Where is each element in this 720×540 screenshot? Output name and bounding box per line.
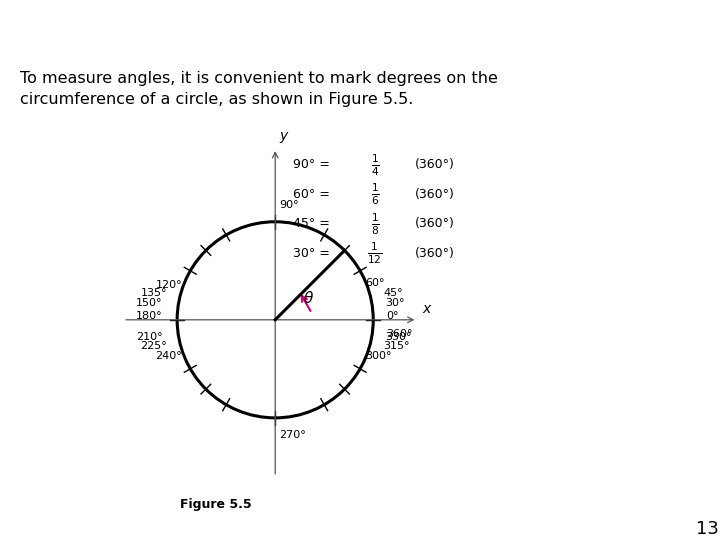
Text: 120°: 120° bbox=[156, 280, 182, 291]
Text: $\frac{1}{6}$: $\frac{1}{6}$ bbox=[371, 181, 379, 207]
Text: 240°: 240° bbox=[156, 351, 182, 361]
Text: 13: 13 bbox=[696, 520, 719, 538]
Text: $y$: $y$ bbox=[279, 130, 290, 145]
Text: 225°: 225° bbox=[140, 341, 167, 352]
Text: 30°: 30° bbox=[385, 298, 405, 308]
Text: (360°): (360°) bbox=[415, 247, 454, 260]
Text: 60° =: 60° = bbox=[293, 188, 334, 201]
Text: To measure angles, it is convenient to mark degrees on the
circumference of a ci: To measure angles, it is convenient to m… bbox=[20, 71, 498, 106]
Text: $x$: $x$ bbox=[422, 302, 433, 316]
Text: 30° =: 30° = bbox=[293, 247, 334, 260]
Text: 270°: 270° bbox=[279, 430, 306, 440]
Text: 45°: 45° bbox=[383, 288, 402, 298]
Text: 0°: 0° bbox=[386, 311, 398, 321]
Text: 90° =: 90° = bbox=[293, 158, 334, 171]
Text: 135°: 135° bbox=[141, 288, 167, 298]
Text: 180°: 180° bbox=[136, 311, 163, 321]
Text: (360°): (360°) bbox=[415, 188, 454, 201]
Text: $\frac{1}{4}$: $\frac{1}{4}$ bbox=[371, 152, 379, 178]
Text: 315°: 315° bbox=[383, 341, 410, 352]
Text: 60°: 60° bbox=[366, 279, 385, 288]
Text: Figure 5.5: Figure 5.5 bbox=[180, 498, 252, 511]
Text: $\frac{1}{8}$: $\frac{1}{8}$ bbox=[371, 211, 379, 237]
Text: 90°: 90° bbox=[279, 200, 299, 210]
Text: 300°: 300° bbox=[366, 351, 392, 361]
Text: 330°: 330° bbox=[385, 332, 412, 342]
Text: (360°): (360°) bbox=[415, 158, 454, 171]
Text: Degree Measure: Degree Measure bbox=[13, 20, 282, 48]
Text: (360°): (360°) bbox=[415, 217, 454, 230]
Text: 360°: 360° bbox=[386, 328, 413, 339]
Text: 45° =: 45° = bbox=[293, 217, 334, 230]
Text: 210°: 210° bbox=[136, 332, 163, 342]
Text: 150°: 150° bbox=[136, 298, 163, 308]
Text: $\theta$: $\theta$ bbox=[302, 290, 314, 306]
Text: $\frac{1}{12}$: $\frac{1}{12}$ bbox=[367, 240, 383, 266]
